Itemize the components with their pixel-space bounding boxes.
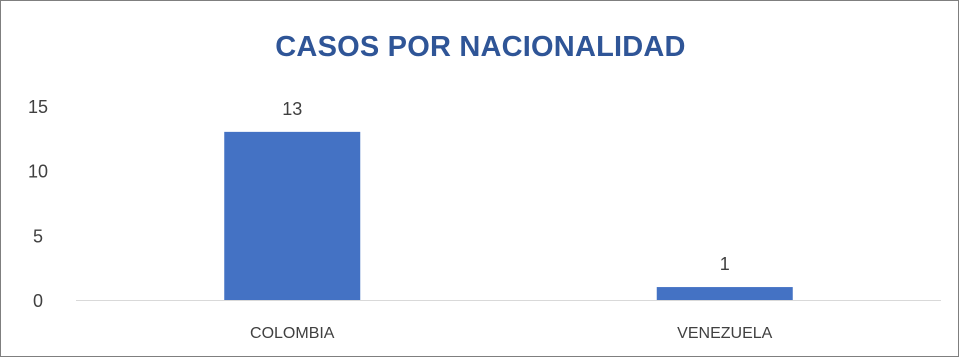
bars: [224, 131, 793, 300]
bar-colombia: [224, 131, 361, 300]
category-label-colombia: COLOMBIA: [250, 325, 335, 342]
category-label-venezuela: VENEZUELA: [677, 325, 772, 342]
y-tick-label: 10: [28, 162, 48, 182]
y-tick-label: 5: [33, 226, 43, 246]
bar-venezuela: [656, 287, 793, 300]
category-labels: COLOMBIA VENEZUELA: [250, 325, 773, 342]
y-axis-ticks: 0 5 10 15: [28, 97, 48, 311]
data-labels: 13 1: [282, 99, 730, 274]
data-label-colombia: 13: [282, 99, 302, 119]
y-tick-label: 15: [28, 97, 48, 117]
data-label-venezuela: 1: [720, 254, 730, 274]
chart-title: CASOS POR NACIONALIDAD: [275, 31, 686, 63]
y-tick-label: 0: [33, 291, 43, 311]
